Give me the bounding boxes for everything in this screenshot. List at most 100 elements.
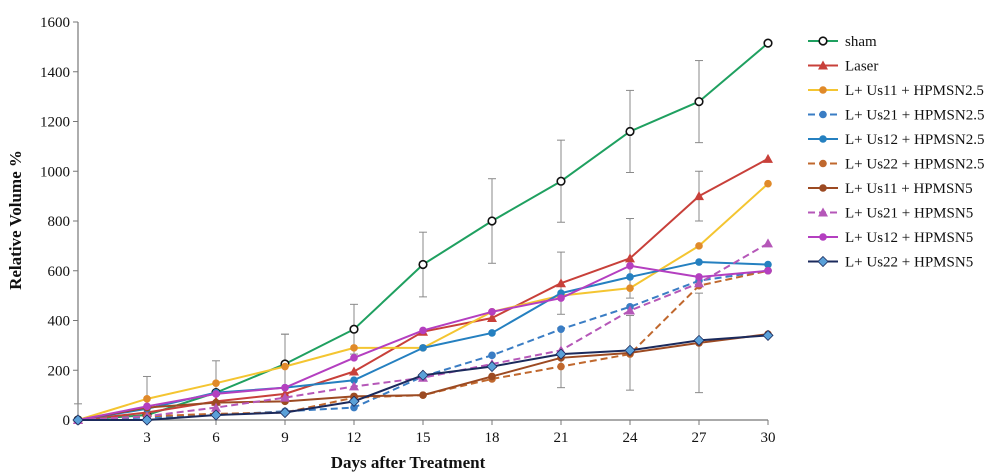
- y-tick-label: 1000: [40, 164, 70, 180]
- data-point: [694, 278, 704, 288]
- data-point: [419, 326, 427, 335]
- axes: [73, 21, 769, 425]
- legend-marker: [819, 110, 827, 119]
- x-tick-label: 21: [554, 430, 569, 446]
- data-point: [349, 381, 359, 391]
- legend-item: L+ Us11 + HPMSN5: [808, 181, 973, 197]
- data-point: [693, 334, 705, 346]
- data-point: [349, 324, 359, 334]
- data-point: [72, 414, 84, 426]
- y-tick-label: 0: [63, 413, 71, 429]
- x-tick-label: 15: [416, 430, 431, 446]
- data-point: [419, 391, 427, 399]
- series-10: [72, 329, 774, 426]
- data-point: [279, 406, 291, 419]
- x-tick-label: 30: [761, 430, 776, 446]
- data-point: [143, 395, 151, 403]
- data-point: [695, 258, 703, 266]
- legend-item: sham: [808, 34, 877, 50]
- data-point: [281, 383, 289, 392]
- legend: sham Laser L+ Us11 + HPMSN2.5 L+ Us21 + HPM…: [808, 34, 984, 271]
- data-point: [350, 376, 358, 385]
- data-point: [487, 313, 497, 323]
- x-tick-label: 18: [485, 430, 500, 446]
- data-point: [763, 238, 773, 248]
- legend-label: L+ Us12 + HPMSN5: [845, 230, 973, 246]
- legend-item: L+ Us12 + HPMSN5: [808, 230, 973, 246]
- data-point: [350, 403, 358, 412]
- x-tick-label: 3: [143, 430, 151, 446]
- x-axis-title: Days after Treatment: [331, 453, 486, 472]
- legend-item: L+ Us12 + HPMSN2.5: [808, 132, 984, 148]
- legend-label: L+ Us11 + HPMSN2.5: [845, 83, 984, 99]
- data-point: [625, 253, 635, 263]
- data-point: [212, 379, 220, 387]
- data-point: [626, 273, 634, 281]
- tick-labels: 0 200 400 600 800 1000 1200 1400 1600 3 6 9 12 15 18 21…: [40, 15, 776, 446]
- legend-marker: [819, 159, 827, 168]
- legend-label: L+ Us22 + HPMSN5: [845, 255, 973, 271]
- data-point: [281, 362, 289, 371]
- legend-item: L+ Us22 + HPMSN2.5: [808, 157, 984, 173]
- data-point: [486, 360, 498, 373]
- data-point: [417, 369, 429, 381]
- data-point: [694, 96, 704, 107]
- legend-label: Laser: [845, 59, 878, 75]
- legend-label: L+ Us21 + HPMSN5: [845, 206, 973, 222]
- data-point: [555, 348, 567, 360]
- y-tick-label: 1200: [40, 115, 70, 131]
- legend-label: L+ Us11 + HPMSN5: [845, 181, 973, 197]
- data-point: [143, 402, 151, 411]
- data-point: [210, 409, 222, 421]
- series-line: [77, 42, 769, 421]
- legend-item: L+ Us11 + HPMSN2.5: [808, 83, 984, 99]
- y-tick-label: 800: [48, 214, 71, 230]
- y-tick-label: 600: [48, 264, 71, 280]
- y-tick-label: 1400: [40, 65, 70, 81]
- data-point: [556, 176, 566, 186]
- legend-item: L+ Us21 + HPMSN5: [808, 206, 973, 222]
- data-point: [625, 126, 635, 137]
- data-point: [625, 305, 635, 315]
- data-point: [624, 344, 636, 356]
- x-tick-label: 24: [623, 430, 639, 446]
- plot-area: [72, 38, 774, 426]
- data-point: [349, 366, 359, 376]
- data-point: [488, 329, 496, 337]
- data-point: [418, 259, 428, 270]
- data-point: [419, 344, 427, 352]
- data-point: [763, 38, 773, 48]
- data-point: [350, 354, 358, 362]
- data-point: [212, 390, 220, 398]
- data-point: [556, 278, 566, 288]
- legend-label: L+ Us21 + HPMSN2.5: [845, 108, 984, 124]
- x-tick-label: 12: [347, 430, 362, 446]
- data-point: [695, 242, 703, 250]
- legend-marker: [819, 184, 827, 192]
- legend-label: sham: [845, 34, 877, 50]
- data-point: [348, 395, 360, 407]
- legend-marker: [818, 36, 828, 46]
- y-tick-label: 1600: [40, 15, 70, 31]
- data-point: [764, 179, 772, 188]
- legend-item: Laser: [808, 59, 878, 75]
- data-point: [488, 307, 496, 316]
- y-axis-title: Relative Volume %: [6, 150, 25, 290]
- legend-label: L+ Us12 + HPMSN2.5: [845, 132, 984, 148]
- data-point: [280, 392, 290, 402]
- data-point: [763, 153, 773, 163]
- data-point: [350, 344, 358, 352]
- legend-label: L+ Us22 + HPMSN2.5: [845, 157, 984, 173]
- x-tick-label: 6: [212, 430, 220, 446]
- data-point: [487, 216, 497, 226]
- legend-marker: [818, 207, 828, 217]
- data-point: [694, 191, 704, 201]
- data-point: [764, 260, 772, 269]
- legend-marker: [819, 233, 827, 241]
- data-point: [557, 325, 565, 334]
- legend-marker: [817, 255, 829, 268]
- x-tick-label: 9: [281, 430, 289, 446]
- legend-marker: [819, 86, 827, 94]
- y-tick-label: 200: [48, 363, 71, 379]
